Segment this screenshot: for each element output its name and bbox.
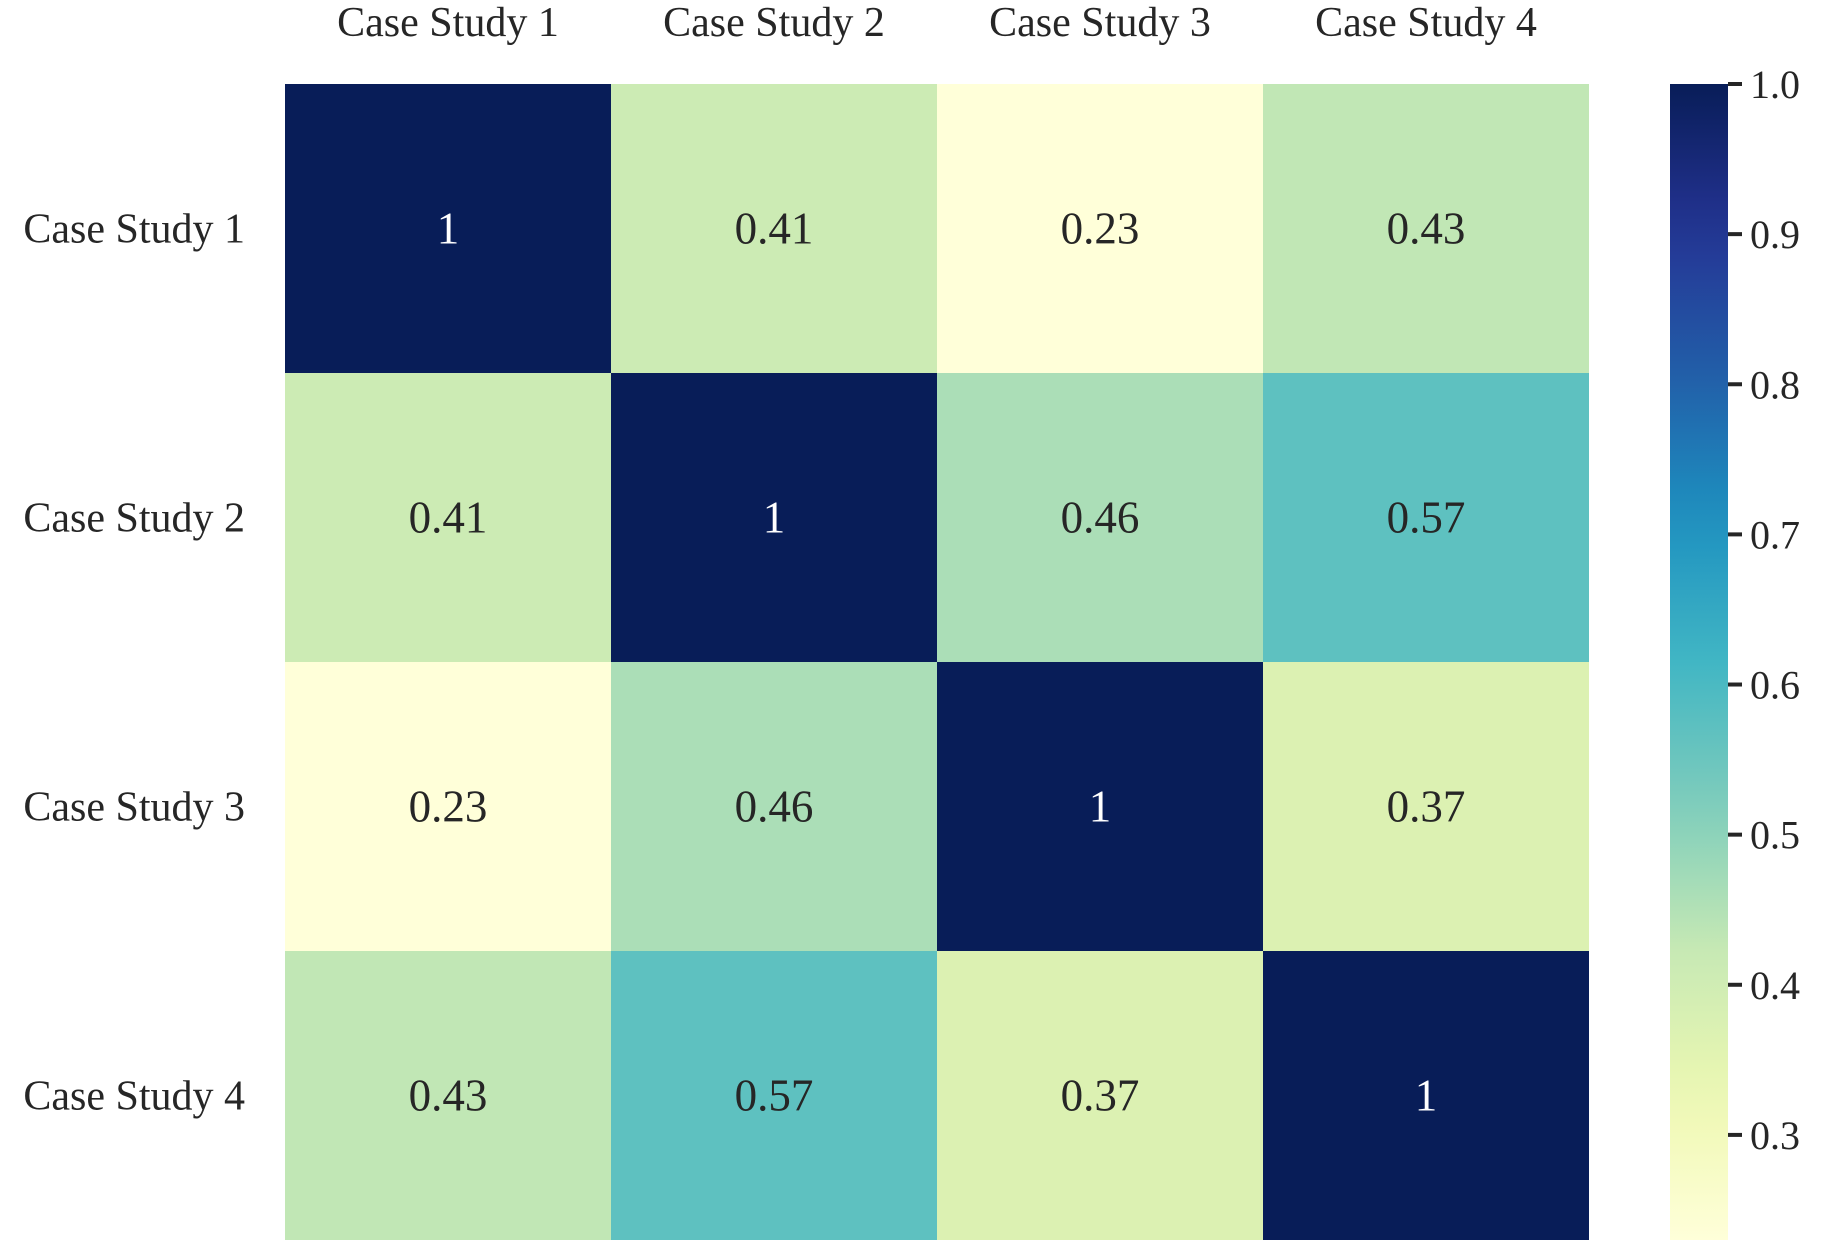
heatmap-cell <box>937 662 1263 951</box>
x-tick-label: Case Study 1 <box>337 0 559 46</box>
heatmap-cell <box>1263 84 1589 373</box>
heatmap-cell <box>1263 662 1589 951</box>
colorbar-tick-label: 1.0 <box>1750 62 1800 107</box>
heatmap-cell <box>285 662 611 951</box>
cell-value-label: 1 <box>1415 1071 1438 1121</box>
x-tick-label: Case Study 4 <box>1315 0 1537 46</box>
heatmap-cell <box>285 951 611 1240</box>
heatmap-cell <box>937 84 1263 373</box>
colorbar: 0.3 0.4 0.5 0.6 0.7 0.8 0.9 1.0 <box>1670 62 1800 1240</box>
cell-value-label: 0.46 <box>735 782 814 832</box>
cell-value-label: 0.41 <box>735 204 814 254</box>
colorbar-tick-label: 0.9 <box>1750 212 1800 257</box>
cell-value-label: 1 <box>437 204 460 254</box>
colorbar-gradient <box>1670 84 1728 1240</box>
cell-value-label: 0.23 <box>409 782 488 832</box>
cell-value-label: 0.37 <box>1387 782 1466 832</box>
y-tick-labels: Case Study 1 Case Study 2 Case Study 3 Case… <box>23 207 245 1120</box>
heatmap-cell <box>611 84 937 373</box>
heatmap-cells: 1 0.41 0.23 0.43 0.41 1 0.46 0.57 0.23 0.46 1 0.37 0… <box>285 84 1589 1240</box>
colorbar-tick-label: 0.8 <box>1750 362 1800 407</box>
colorbar-tick-label: 0.6 <box>1750 663 1800 708</box>
colorbar-tick-label: 0.4 <box>1750 963 1800 1008</box>
x-tick-labels: Case Study 1 Case Study 2 Case Study 3 Case… <box>337 0 1537 46</box>
heatmap-cell <box>285 373 611 662</box>
cell-value-label: 0.43 <box>409 1071 488 1121</box>
y-tick-label: Case Study 4 <box>23 1074 245 1120</box>
x-tick-label: Case Study 3 <box>989 0 1211 46</box>
y-tick-label: Case Study 1 <box>23 207 245 253</box>
cell-value-label: 0.57 <box>735 1071 814 1121</box>
heatmap-cell <box>937 373 1263 662</box>
heatmap-cell <box>611 951 937 1240</box>
cell-value-label: 0.57 <box>1387 493 1466 543</box>
heatmap-cell <box>937 951 1263 1240</box>
cell-value-label: 0.37 <box>1061 1071 1140 1121</box>
heatmap-cell <box>611 373 937 662</box>
heatmap-cell <box>611 662 937 951</box>
y-tick-label: Case Study 3 <box>23 785 245 831</box>
cell-value-label: 1 <box>1089 782 1112 832</box>
y-tick-label: Case Study 2 <box>23 496 245 542</box>
cell-value-label: 1 <box>763 493 786 543</box>
heatmap-cell <box>1263 951 1589 1240</box>
cell-value-label: 0.43 <box>1387 204 1466 254</box>
x-tick-label: Case Study 2 <box>663 0 885 46</box>
heatmap-cell <box>1263 373 1589 662</box>
colorbar-tick-label: 0.5 <box>1750 813 1800 858</box>
heatmap-cell <box>285 84 611 373</box>
cell-value-label: 0.23 <box>1061 204 1140 254</box>
cell-value-label: 0.41 <box>409 493 488 543</box>
colorbar-tick-label: 0.3 <box>1750 1113 1800 1158</box>
cell-value-label: 0.46 <box>1061 493 1140 543</box>
colorbar-tick-label: 0.7 <box>1750 512 1800 557</box>
